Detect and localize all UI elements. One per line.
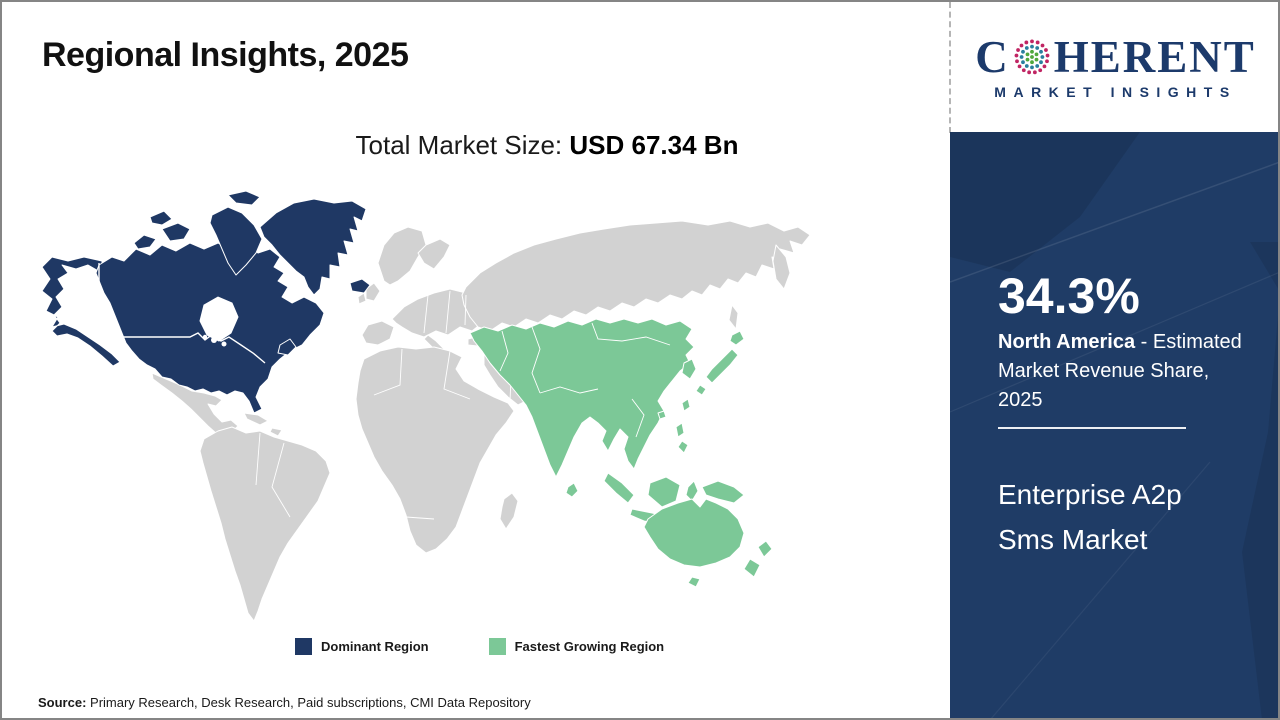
fastest-growing-region-swatch bbox=[488, 638, 506, 655]
market-share-desc-text: - Estimated Market Revenue Share, 2025 bbox=[998, 331, 1242, 411]
logo-subtitle: MARKET INSIGHTS bbox=[994, 83, 1237, 100]
coherent-globe-icon bbox=[1014, 39, 1050, 75]
market-name: Enterprise A2p Sms Market bbox=[998, 479, 1182, 555]
fastest-growing-region-label: Fastest Growing Region bbox=[514, 639, 665, 654]
total-market-size: Total Market Size: USD 67.34 Bn bbox=[356, 130, 739, 161]
logo-letter-c: C bbox=[975, 31, 1010, 82]
market-share-region: North America bbox=[998, 331, 1136, 353]
dominant-region-label: Dominant Region bbox=[321, 639, 429, 654]
source-line: Source: Primary Research, Desk Research,… bbox=[38, 695, 531, 710]
region-asia-pacific bbox=[469, 318, 773, 588]
world-map bbox=[41, 190, 811, 622]
country-borders-green bbox=[499, 322, 671, 438]
dashed-separator bbox=[949, 2, 951, 133]
legend-item-growing: Fastest Growing Region bbox=[488, 638, 665, 655]
logo-letters-rest: HERENT bbox=[1053, 31, 1256, 82]
sidebar-panel: 34.3% North America - Estimated Market R… bbox=[950, 132, 1278, 718]
market-share-description: North America - Estimated Market Revenue… bbox=[998, 328, 1252, 415]
sidebar-map-texture bbox=[950, 132, 1278, 718]
market-share-value: 34.3% bbox=[998, 268, 1140, 324]
total-market-size-value: USD 67.34 Bn bbox=[569, 130, 739, 160]
total-market-size-label: Total Market Size: bbox=[355, 130, 570, 160]
north-america-water-and-borders bbox=[98, 263, 266, 364]
map-legend: Dominant Region Fastest Growing Region bbox=[295, 638, 664, 655]
coherent-logo: C HERENT MARKET INSIGHTS bbox=[951, 2, 1278, 132]
page-title: Regional Insights, 2025 bbox=[42, 36, 409, 74]
region-north-america bbox=[41, 190, 371, 414]
source-text: Primary Research, Desk Research, Paid su… bbox=[86, 695, 531, 710]
source-label: Source: bbox=[38, 695, 87, 710]
logo-wordmark: C HERENT bbox=[975, 31, 1256, 82]
legend-item-dominant: Dominant Region bbox=[295, 638, 429, 655]
sidebar-divider bbox=[998, 427, 1186, 429]
dominant-region-swatch bbox=[295, 638, 312, 655]
country-borders-gray bbox=[255, 290, 513, 520]
